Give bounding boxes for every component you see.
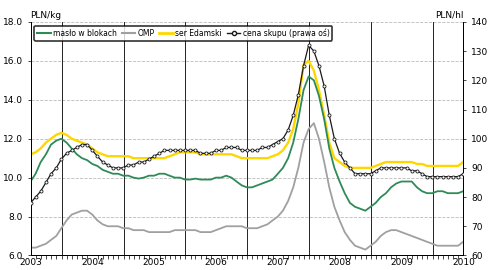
Text: PLN/hl: PLN/hl xyxy=(435,11,464,20)
Text: PLN/kg: PLN/kg xyxy=(30,11,62,20)
Legend: masło w blokach, OMP, ser Edamski, cena skupu (prawa oś): masło w blokach, OMP, ser Edamski, cena … xyxy=(34,26,332,40)
